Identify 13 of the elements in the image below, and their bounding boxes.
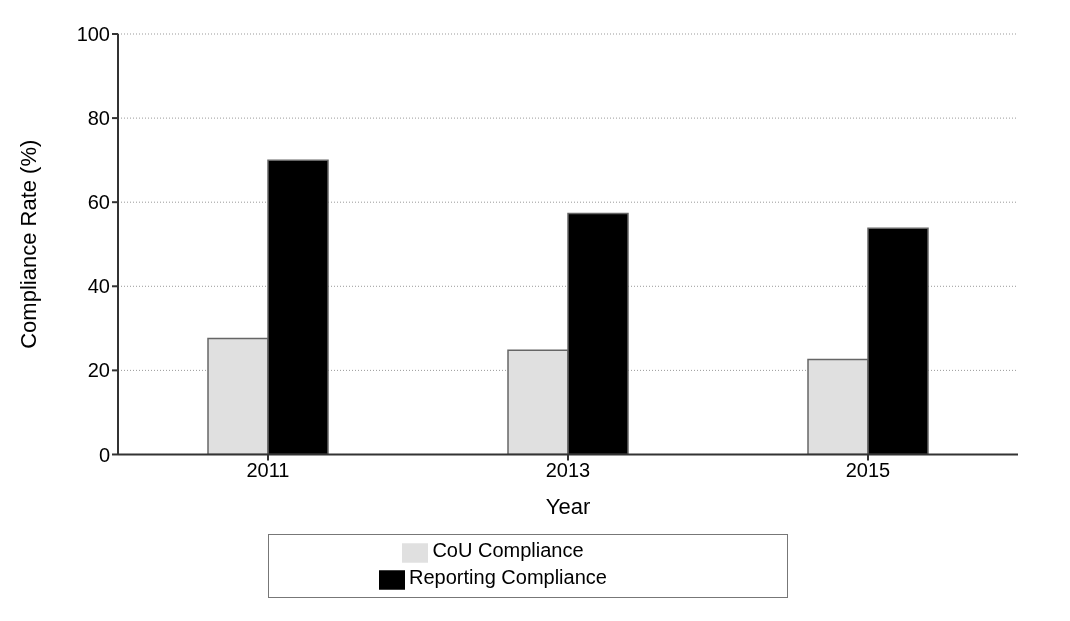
y-tick-label: 60 [87,191,110,214]
x-tick-label: 2013 [545,458,591,481]
y-tick-label: 100 [76,23,110,46]
y-tick-label: 20 [87,359,110,382]
legend-label: CoU Compliance [432,539,584,562]
x-tick-label: 2011 [246,458,290,481]
y-axis-title: Compliance Rate (%) [15,139,41,349]
x-tick-label: 2015 [845,458,891,481]
legend-label: Reporting Compliance [409,566,607,589]
y-tick-label: 40 [87,275,110,298]
x-axis-title: Year [545,494,591,520]
y-tick-label: 0 [98,443,110,466]
y-tick-label: 80 [87,107,110,130]
